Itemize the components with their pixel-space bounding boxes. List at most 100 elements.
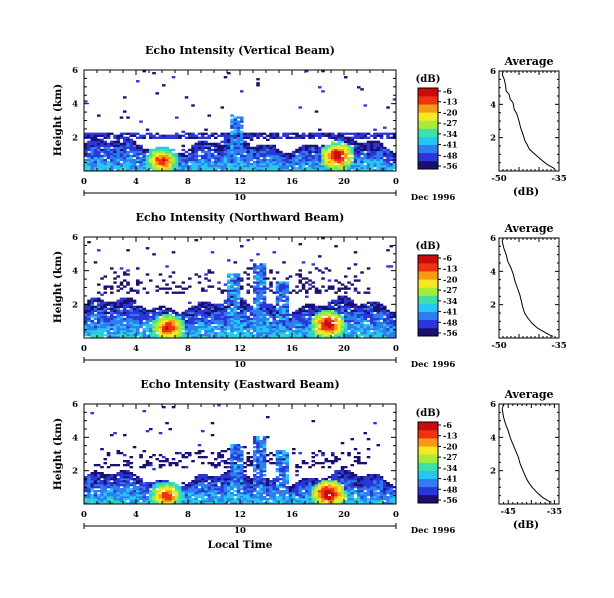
heatmap-cell [243,313,247,317]
heatmap-cell [191,333,195,337]
heatmap-cell [253,291,257,294]
heatmap-cell [337,136,342,139]
heatmap-cell [168,166,173,170]
heatmap-cell [110,132,114,135]
heatmap-cell [269,156,273,160]
heatmap-cell [259,283,264,286]
heatmap-cell [116,146,121,150]
heatmap-cell [376,144,381,148]
heatmap-cell [266,152,270,156]
heatmap-cell [275,291,280,294]
heatmap-cell [197,307,202,311]
heatmap-cell [214,333,218,337]
heatmap-cell [116,168,121,172]
heatmap-cell [168,136,173,139]
heatmap-cell [275,162,280,166]
heatmap-cell [340,287,345,290]
heatmap-cell [318,158,322,162]
heatmap-cell [152,315,156,319]
heatmap-cell [357,162,361,166]
heatmap-cell [337,152,342,156]
heatmap-cell [321,285,325,288]
heatmap-cell [103,285,108,288]
heatmap-cell [262,478,267,481]
heatmap-cell [246,319,251,323]
heatmap-cell [376,160,381,164]
heatmap-cell [236,307,241,311]
heatmap-cell [370,166,374,170]
heatmap-cell [308,466,312,469]
heatmap-cell [282,158,286,162]
heatmap-cell [119,474,124,477]
heatmap-cell [301,277,306,280]
heatmap-cell [350,301,355,304]
heatmap-cell [113,144,117,148]
heatmap-cell [97,486,101,489]
heatmap-cell [269,160,273,164]
heatmap-cell [100,166,104,170]
heatmap-cell [288,494,293,497]
heatmap-cell [106,319,111,323]
heatmap-cell [383,162,387,166]
heatmap-cell [139,281,143,284]
heatmap-cell [158,486,163,489]
heatmap-cell [119,150,124,154]
heatmap-cell [249,323,254,327]
heatmap-cell [223,335,228,339]
heatmap-cell [282,152,286,156]
heatmap-cell [311,317,316,321]
heatmap-cell [233,301,238,304]
heatmap-cell [350,148,355,152]
heatmap-cell [236,283,241,286]
heatmap-cell [308,148,312,152]
heatmap-cell [178,494,182,497]
heatmap-cell [282,480,286,483]
heatmap-cell [106,146,111,150]
heatmap-cell [162,166,166,170]
heatmap-cell [201,494,205,497]
heatmap-cell [383,126,387,129]
heatmap-cell [370,146,374,150]
heatmap-cell [240,279,244,282]
heatmap-cell [269,152,273,156]
heatmap-cell [279,158,283,162]
heatmap-cell [288,329,293,333]
heatmap-cell [230,148,234,152]
heatmap-cell [119,492,124,495]
heatmap-cell [214,154,218,158]
heatmap-cell [340,496,345,499]
heatmap-cell [87,476,91,479]
heatmap-cell [327,279,332,282]
heatmap-cell [272,164,277,168]
heatmap-cell [223,150,228,154]
heatmap-cell [321,152,325,156]
heatmap-cell [246,333,251,337]
heatmap-cell [139,498,143,501]
heatmap-cell [314,323,319,327]
heatmap-cell [305,148,309,152]
heatmap-cell [373,313,377,317]
heatmap-cell [227,482,231,485]
heatmap-cell [136,136,140,139]
heatmap-cell [285,335,290,339]
heatmap-cell [191,317,195,321]
heatmap-cell [256,275,260,278]
heatmap-cell [171,162,176,166]
heatmap-cell [119,148,124,152]
heatmap-cell [308,315,312,319]
heatmap-cell [214,303,218,306]
heatmap-cell [344,502,348,505]
heatmap-cell [298,313,303,317]
heatmap-cell [318,162,322,166]
heatmap-cell [162,480,166,483]
heatmap-cell [162,502,166,505]
heatmap-cell [97,502,101,505]
heatmap-cell [253,480,257,483]
heatmap-cell [331,454,335,457]
heatmap-cell [240,118,244,121]
heatmap-cell [220,484,225,487]
heatmap-cell [184,136,189,139]
heatmap-cell [97,500,101,503]
heatmap-cell [246,283,251,286]
heatmap-cell [256,325,260,329]
